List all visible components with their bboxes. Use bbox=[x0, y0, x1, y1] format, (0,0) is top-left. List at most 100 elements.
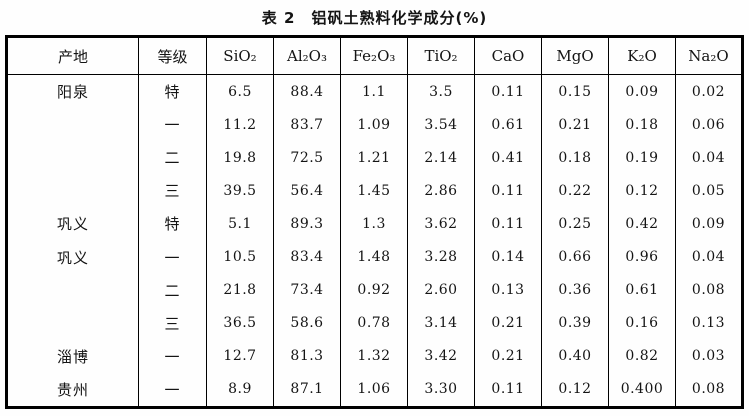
value-cell: 21.8 bbox=[206, 273, 274, 307]
value-cell: 1.3 bbox=[340, 207, 408, 241]
value-cell: 36.5 bbox=[206, 306, 274, 340]
grade-cell: 一 bbox=[138, 108, 207, 142]
value-cell: 0.08 bbox=[675, 273, 743, 307]
value-cell: 1.48 bbox=[340, 240, 408, 274]
value-cell: 88.4 bbox=[273, 74, 341, 109]
table-row: 巩义 特 5.1 89.3 1.3 3.62 0.11 0.25 0.42 0.… bbox=[7, 207, 743, 241]
origin-cell bbox=[7, 174, 139, 207]
value-cell: 0.11 bbox=[474, 74, 542, 109]
value-cell: 0.03 bbox=[675, 339, 743, 373]
table-row: 淄博 一 12.7 81.3 1.32 3.42 0.21 0.40 0.82 … bbox=[7, 339, 743, 373]
value-cell: 0.18 bbox=[608, 108, 676, 142]
composition-table: 产地 等级 SiO₂ Al₂O₃ Fe₂O₃ TiO₂ CaO MgO K₂O … bbox=[5, 35, 744, 409]
value-cell: 87.1 bbox=[273, 372, 341, 408]
table-row: 巩义 一 10.5 83.4 1.48 3.28 0.14 0.66 0.96 … bbox=[7, 240, 743, 274]
value-cell: 0.40 bbox=[541, 339, 609, 373]
value-cell: 0.02 bbox=[675, 74, 743, 109]
value-cell: 0.42 bbox=[608, 207, 676, 241]
value-cell: 0.04 bbox=[675, 240, 743, 274]
grade-cell: 特 bbox=[138, 207, 207, 241]
value-cell: 11.2 bbox=[206, 108, 274, 142]
grade-cell: 三 bbox=[138, 306, 207, 340]
col-header-cao: CaO bbox=[474, 36, 542, 75]
value-cell: 10.5 bbox=[206, 240, 274, 274]
value-cell: 0.78 bbox=[340, 306, 408, 340]
value-cell: 0.14 bbox=[474, 240, 542, 274]
value-cell: 83.4 bbox=[273, 240, 341, 274]
value-cell: 0.09 bbox=[608, 74, 676, 109]
col-header-grade: 等级 bbox=[138, 36, 207, 75]
value-cell: 0.96 bbox=[608, 240, 676, 274]
value-cell: 1.45 bbox=[340, 174, 408, 208]
value-cell: 19.8 bbox=[206, 141, 274, 175]
grade-cell: 二 bbox=[138, 273, 207, 307]
origin-cell bbox=[7, 274, 139, 307]
value-cell: 1.32 bbox=[340, 339, 408, 373]
value-cell: 0.13 bbox=[474, 273, 542, 307]
value-cell: 0.82 bbox=[608, 339, 676, 373]
value-cell: 58.6 bbox=[273, 306, 341, 340]
value-cell: 0.21 bbox=[474, 306, 542, 340]
origin-cell bbox=[7, 141, 139, 174]
value-cell: 0.39 bbox=[541, 306, 609, 340]
value-cell: 0.25 bbox=[541, 207, 609, 241]
col-header-al2o3: Al₂O₃ bbox=[273, 36, 341, 75]
grade-cell: 三 bbox=[138, 174, 207, 208]
value-cell: 3.5 bbox=[407, 74, 475, 109]
value-cell: 3.42 bbox=[407, 339, 475, 373]
table-title: 表 2 铝矾土熟料化学成分(%) bbox=[261, 9, 488, 27]
value-cell: 12.7 bbox=[206, 339, 274, 373]
value-cell: 3.62 bbox=[407, 207, 475, 241]
value-cell: 2.60 bbox=[407, 273, 475, 307]
col-header-tio2: TiO₂ bbox=[407, 36, 475, 75]
table-row: 阳泉 特 6.5 88.4 1.1 3.5 0.11 0.15 0.09 0.0… bbox=[7, 74, 743, 109]
col-header-sio2: SiO₂ bbox=[206, 36, 274, 75]
value-cell: 8.9 bbox=[206, 372, 274, 408]
value-cell: 0.15 bbox=[541, 74, 609, 109]
value-cell: 0.18 bbox=[541, 141, 609, 175]
value-cell: 73.4 bbox=[273, 273, 341, 307]
value-cell: 0.08 bbox=[675, 372, 743, 408]
value-cell: 0.09 bbox=[675, 207, 743, 241]
grade-cell: 特 bbox=[138, 74, 207, 109]
value-cell: 2.14 bbox=[407, 141, 475, 175]
value-cell: 0.16 bbox=[608, 306, 676, 340]
value-cell: 0.19 bbox=[608, 141, 676, 175]
value-cell: 0.12 bbox=[608, 174, 676, 208]
table-row: 三 36.5 58.6 0.78 3.14 0.21 0.39 0.16 0.1… bbox=[7, 306, 743, 340]
grade-cell: 一 bbox=[138, 339, 207, 373]
value-cell: 3.28 bbox=[407, 240, 475, 274]
origin-cell bbox=[7, 108, 139, 141]
origin-cell: 贵州 bbox=[56, 380, 89, 399]
value-cell: 0.400 bbox=[608, 372, 676, 408]
table-row: 贵州 一 8.9 87.1 1.06 3.30 0.11 0.12 0.400 … bbox=[7, 372, 743, 408]
grade-cell: 一 bbox=[138, 372, 207, 408]
value-cell: 3.54 bbox=[407, 108, 475, 142]
value-cell: 0.22 bbox=[541, 174, 609, 208]
value-cell: 0.11 bbox=[474, 207, 542, 241]
value-cell: 1.09 bbox=[340, 108, 408, 142]
col-header-mgo: MgO bbox=[541, 36, 609, 75]
value-cell: 0.11 bbox=[474, 174, 542, 208]
col-header-na2o: Na₂O bbox=[675, 36, 743, 75]
value-cell: 0.66 bbox=[541, 240, 609, 274]
value-cell: 6.5 bbox=[206, 74, 274, 109]
grade-cell: 一 bbox=[138, 240, 207, 274]
value-cell: 0.11 bbox=[474, 372, 542, 408]
value-cell: 0.21 bbox=[541, 108, 609, 142]
value-cell: 1.06 bbox=[340, 372, 408, 408]
value-cell: 3.14 bbox=[407, 306, 475, 340]
value-cell: 0.04 bbox=[675, 141, 743, 175]
origin-cell: 阳泉 bbox=[56, 83, 89, 102]
origin-cell: 巩义 bbox=[56, 215, 89, 234]
value-cell: 56.4 bbox=[273, 174, 341, 208]
value-cell: 39.5 bbox=[206, 174, 274, 208]
col-header-k2o: K₂O bbox=[608, 36, 676, 75]
value-cell: 0.13 bbox=[675, 306, 743, 340]
table-row: 二 19.8 72.5 1.21 2.14 0.41 0.18 0.19 0.0… bbox=[7, 141, 743, 175]
value-cell: 0.61 bbox=[474, 108, 542, 142]
grade-cell: 二 bbox=[138, 141, 207, 175]
value-cell: 5.1 bbox=[206, 207, 274, 241]
value-cell: 3.30 bbox=[407, 372, 475, 408]
